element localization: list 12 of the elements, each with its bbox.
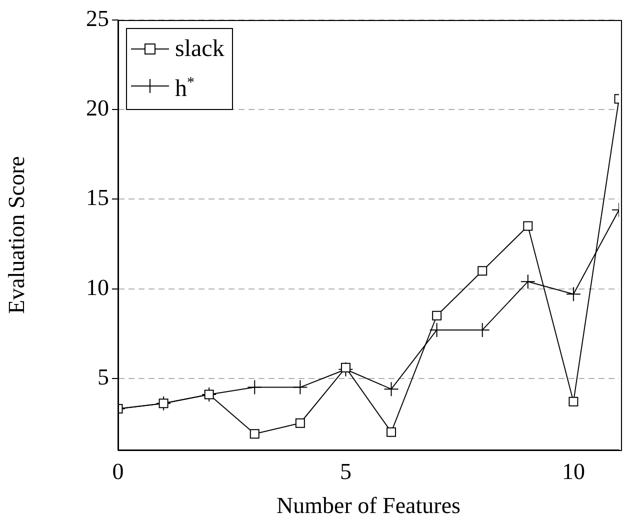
legend-label: h$^{*}$ xyxy=(175,74,194,104)
legend-label: slack xyxy=(175,35,224,64)
x-tick-label: 5 xyxy=(340,458,352,484)
y-tick-label: 5 xyxy=(98,364,109,390)
y-tick-label: 25 xyxy=(86,6,109,32)
y-tick-label: 20 xyxy=(86,96,109,121)
y-tick-label: 15 xyxy=(86,185,109,210)
y-axis-title: Evaluation Score xyxy=(4,156,29,314)
y-tick-label: 10 xyxy=(86,274,109,300)
x-axis-title: Number of Features xyxy=(276,493,461,518)
x-tick-label: 10 xyxy=(562,458,585,484)
x-tick-label: 0 xyxy=(112,458,124,484)
